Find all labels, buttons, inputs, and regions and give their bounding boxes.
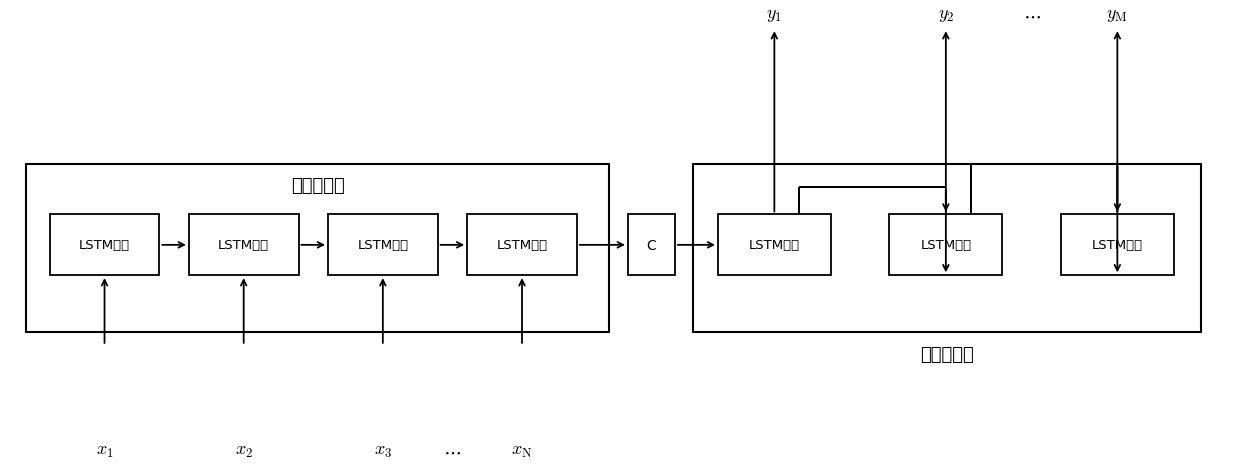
- Text: $x_\mathrm{N}$: $x_\mathrm{N}$: [511, 442, 533, 459]
- Text: LSTM单元: LSTM单元: [218, 239, 269, 252]
- Text: $y_\mathrm{M}$: $y_\mathrm{M}$: [1106, 6, 1128, 24]
- Text: LSTM单元: LSTM单元: [496, 239, 548, 252]
- Text: $\cdots$: $\cdots$: [444, 441, 461, 459]
- Text: $x_3$: $x_3$: [373, 442, 392, 459]
- Text: $x_1$: $x_1$: [95, 442, 113, 459]
- Text: LSTM单元: LSTM单元: [1091, 239, 1143, 252]
- Text: LSTM单元: LSTM单元: [79, 239, 130, 252]
- Bar: [718, 215, 831, 276]
- Text: LSTM单元: LSTM单元: [920, 239, 971, 252]
- Text: 解码器网络: 解码器网络: [920, 345, 975, 363]
- Bar: [26, 164, 609, 332]
- Bar: [327, 215, 438, 276]
- Text: LSTM单元: LSTM单元: [749, 239, 800, 252]
- Bar: [467, 215, 577, 276]
- Text: 编码器网络: 编码器网络: [291, 177, 345, 195]
- Text: $y_1$: $y_1$: [766, 6, 782, 24]
- Text: LSTM单元: LSTM单元: [357, 239, 408, 252]
- Text: C: C: [646, 238, 656, 252]
- Bar: [188, 215, 299, 276]
- Bar: [889, 215, 1002, 276]
- Text: $\cdots$: $\cdots$: [1023, 5, 1040, 24]
- Text: $x_2$: $x_2$: [234, 442, 253, 459]
- Bar: [627, 215, 675, 276]
- Bar: [50, 215, 160, 276]
- Text: $y_2$: $y_2$: [937, 6, 954, 24]
- Bar: [1061, 215, 1174, 276]
- Bar: [693, 164, 1202, 332]
